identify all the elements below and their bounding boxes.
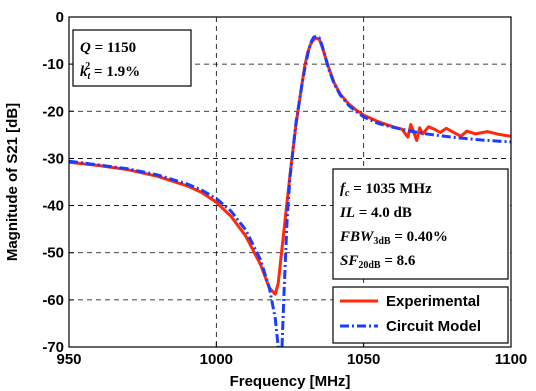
y-tick-label: -10: [42, 56, 64, 73]
legend-label-experimental: Experimental: [386, 293, 480, 310]
annotation-box-1-frame: [72, 29, 192, 87]
x-tick-label: 1050: [347, 351, 380, 368]
series-line-circuit-model: [69, 34, 511, 347]
annotation-q: Q = 1150: [80, 40, 136, 56]
legend: Experimental Circuit Model: [332, 286, 509, 344]
annotation-sf: SF20dB = 8.6: [340, 253, 416, 271]
x-tick-label: 950: [56, 351, 81, 368]
annotation-fbw: FBW3dB = 0.40%: [339, 229, 448, 247]
y-tick-label: -30: [42, 150, 64, 167]
y-tick-label: 0: [56, 9, 64, 26]
y-axis-label: Magnitude of S21 [dB]: [4, 103, 21, 261]
y-tick-label: -50: [42, 245, 64, 262]
series-lines: [69, 34, 511, 347]
x-axis-ticks: 950 1000 1050 1100: [56, 342, 527, 368]
annotation-kt2: kt2 = 1.9%: [80, 61, 140, 82]
annotation-fc: fc = 1035 MHz: [340, 181, 432, 199]
plot-frame: [68, 16, 512, 348]
x-tick-label: 1100: [495, 351, 528, 368]
annotation-il: IL = 4.0 dB: [339, 205, 412, 221]
x-tick-label: 1000: [200, 351, 233, 368]
legend-frame: [332, 286, 509, 344]
y-axis-ticks: 0 -10 -20 -30 -40 -50 -60 -70: [42, 9, 74, 356]
annotation-box-q-kt: Q = 1150 kt2 = 1.9%: [72, 29, 192, 87]
annotation-box-2-frame: [332, 168, 509, 280]
legend-label-circuit-model: Circuit Model: [386, 318, 481, 335]
x-axis-label: Frequency [MHz]: [230, 373, 351, 390]
y-tick-label: -60: [42, 292, 64, 309]
y-tick-label: -20: [42, 103, 64, 120]
annotation-box-specs: fc = 1035 MHz IL = 4.0 dB FBW3dB = 0.40%…: [332, 168, 509, 280]
y-tick-label: -40: [42, 198, 64, 215]
y-tick-label: -70: [42, 339, 64, 356]
